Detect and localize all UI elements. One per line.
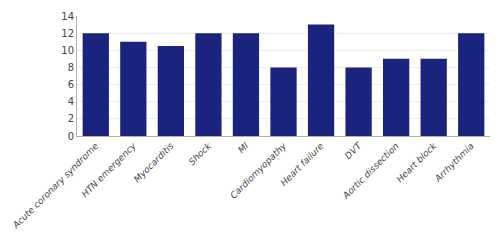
- svg-text:Acute coronary syndrome: Acute coronary syndrome: [10, 141, 100, 231]
- svg-text:Myocarditis: Myocarditis: [132, 141, 176, 185]
- svg-text:12: 12: [61, 28, 74, 39]
- svg-text:Aortic dissection: Aortic dissection: [340, 141, 401, 202]
- svg-text:6: 6: [68, 79, 74, 90]
- svg-text:14: 14: [61, 11, 74, 22]
- svg-text:4: 4: [68, 96, 74, 107]
- svg-text:MI: MI: [236, 141, 251, 156]
- svg-text:Shock: Shock: [187, 140, 214, 167]
- svg-text:8: 8: [68, 62, 74, 73]
- svg-text:DVT: DVT: [343, 140, 364, 161]
- svg-text:10: 10: [61, 45, 74, 56]
- svg-text:Heart block: Heart block: [395, 140, 439, 184]
- svg-text:Cardiomyopathy: Cardiomyopathy: [228, 140, 288, 200]
- svg-text:2: 2: [68, 113, 74, 124]
- svg-text:0: 0: [68, 131, 74, 142]
- svg-text:HTN emergency: HTN emergency: [79, 140, 138, 199]
- svg-text:Heart failure: Heart failure: [279, 141, 326, 188]
- svg-text:Arrhythmia: Arrhythmia: [432, 141, 476, 185]
